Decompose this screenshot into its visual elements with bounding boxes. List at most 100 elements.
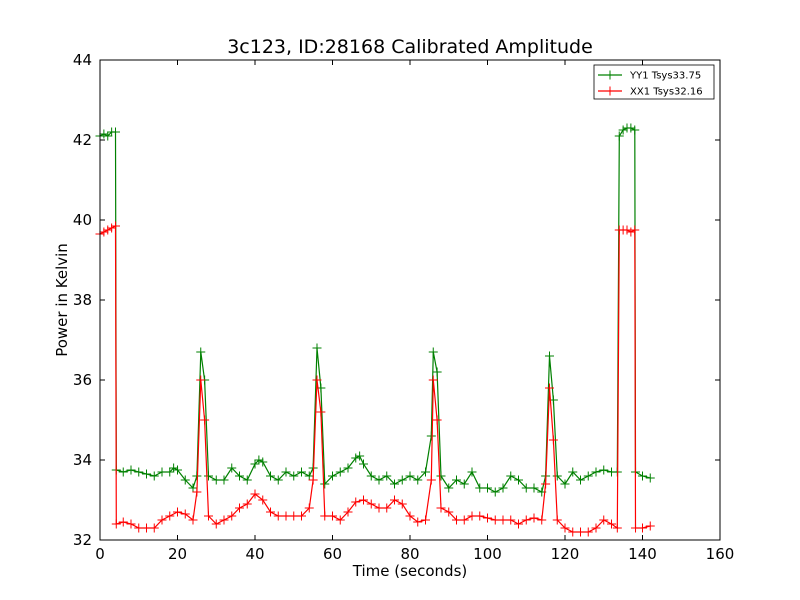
data-point-marker — [444, 483, 454, 493]
data-point-marker — [498, 483, 508, 493]
data-point-marker — [475, 483, 485, 493]
legend-marker — [605, 70, 615, 80]
data-point-marker — [630, 125, 640, 135]
data-point-marker — [529, 513, 539, 523]
data-point-marker — [612, 523, 622, 533]
data-point-marker — [196, 347, 206, 357]
data-point-marker — [281, 511, 291, 521]
data-point-marker — [126, 465, 136, 475]
data-point-marker — [328, 471, 337, 481]
data-point-marker — [103, 225, 113, 235]
data-point-marker — [618, 125, 628, 135]
data-point-marker — [142, 523, 151, 533]
data-point-marker — [537, 515, 547, 525]
data-point-marker — [506, 471, 516, 481]
y-tick-label: 38 — [73, 291, 92, 309]
data-point-marker — [459, 479, 469, 489]
data-point-marker — [436, 471, 446, 481]
data-point-marker — [483, 483, 492, 493]
data-point-marker — [219, 515, 229, 525]
data-point-marker — [200, 415, 210, 425]
x-axis-label: Time (seconds) — [352, 562, 468, 580]
data-point-marker — [134, 523, 144, 533]
data-point-marker — [521, 483, 531, 493]
data-point-marker — [645, 473, 655, 483]
data-point-marker — [405, 471, 415, 481]
chart-title: 3c123, ID:28168 Calibrated Amplitude — [227, 36, 593, 58]
data-point-marker — [426, 475, 436, 485]
data-point-marker — [541, 479, 551, 489]
data-point-marker — [320, 511, 330, 521]
data-point-marker — [452, 515, 461, 525]
series-2 — [95, 221, 655, 537]
y-tick-label: 44 — [73, 51, 92, 69]
data-point-marker — [328, 511, 337, 521]
data-point-marker — [250, 489, 260, 499]
data-point-marker — [483, 513, 492, 523]
data-point-marker — [529, 483, 539, 493]
data-point-marker — [576, 475, 585, 485]
data-point-marker — [576, 527, 585, 537]
data-point-marker — [428, 375, 438, 385]
data-point-marker — [126, 519, 136, 529]
data-point-marker — [227, 463, 237, 473]
data-point-marker — [630, 225, 640, 235]
data-point-marker — [552, 471, 562, 481]
legend-box — [593, 64, 715, 100]
y-tick-label: 32 — [73, 531, 92, 549]
data-point-marker — [227, 511, 237, 521]
data-point-marker — [111, 127, 120, 137]
data-point-marker — [343, 463, 353, 473]
data-point-marker — [545, 383, 554, 393]
data-point-marker — [99, 129, 109, 139]
series-layer — [95, 123, 655, 537]
data-point-marker — [211, 475, 221, 485]
data-point-marker — [242, 499, 252, 509]
data-point-marker — [444, 507, 454, 517]
data-point-marker — [157, 515, 167, 525]
data-point-marker — [413, 475, 423, 485]
data-point-marker — [545, 351, 554, 361]
data-point-marker — [366, 499, 376, 509]
data-point-marker — [382, 471, 392, 481]
data-point-marker — [490, 515, 500, 525]
x-tick-label: 40 — [245, 545, 264, 563]
x-tick-label: 60 — [323, 545, 342, 563]
data-point-marker — [250, 459, 260, 469]
data-point-marker — [583, 527, 593, 537]
data-point-marker — [180, 475, 190, 485]
data-point-marker — [591, 523, 601, 533]
data-point-marker — [405, 511, 415, 521]
data-point-marker — [304, 503, 314, 513]
data-point-marker — [583, 471, 593, 481]
data-point-marker — [514, 519, 523, 529]
data-point-marker — [266, 507, 275, 517]
data-point-marker — [235, 471, 244, 481]
data-point-marker — [560, 479, 570, 489]
data-point-marker — [111, 519, 121, 529]
data-point-marker — [359, 495, 368, 505]
data-point-marker — [335, 515, 345, 525]
data-point-marker — [421, 515, 430, 525]
data-point-marker — [281, 467, 291, 477]
y-tick-label: 42 — [73, 131, 92, 149]
data-point-marker — [320, 479, 330, 489]
data-point-marker — [599, 465, 609, 475]
y-axis-label: Power in Kelvin — [53, 243, 71, 357]
y-tick-label: 40 — [73, 211, 92, 229]
data-point-marker — [258, 457, 268, 467]
data-point-marker — [111, 221, 120, 231]
data-point-marker — [289, 511, 299, 521]
data-point-marker — [196, 375, 206, 385]
data-point-marker — [343, 507, 353, 517]
data-point-marker — [638, 471, 647, 481]
x-tick-label: 80 — [400, 545, 419, 563]
data-point-marker — [626, 227, 636, 237]
data-point-marker — [142, 469, 151, 479]
plot-area — [100, 60, 720, 540]
data-point-marker — [188, 483, 198, 493]
data-point-marker — [390, 495, 399, 505]
data-point-marker — [614, 131, 624, 141]
data-point-marker — [552, 515, 562, 525]
